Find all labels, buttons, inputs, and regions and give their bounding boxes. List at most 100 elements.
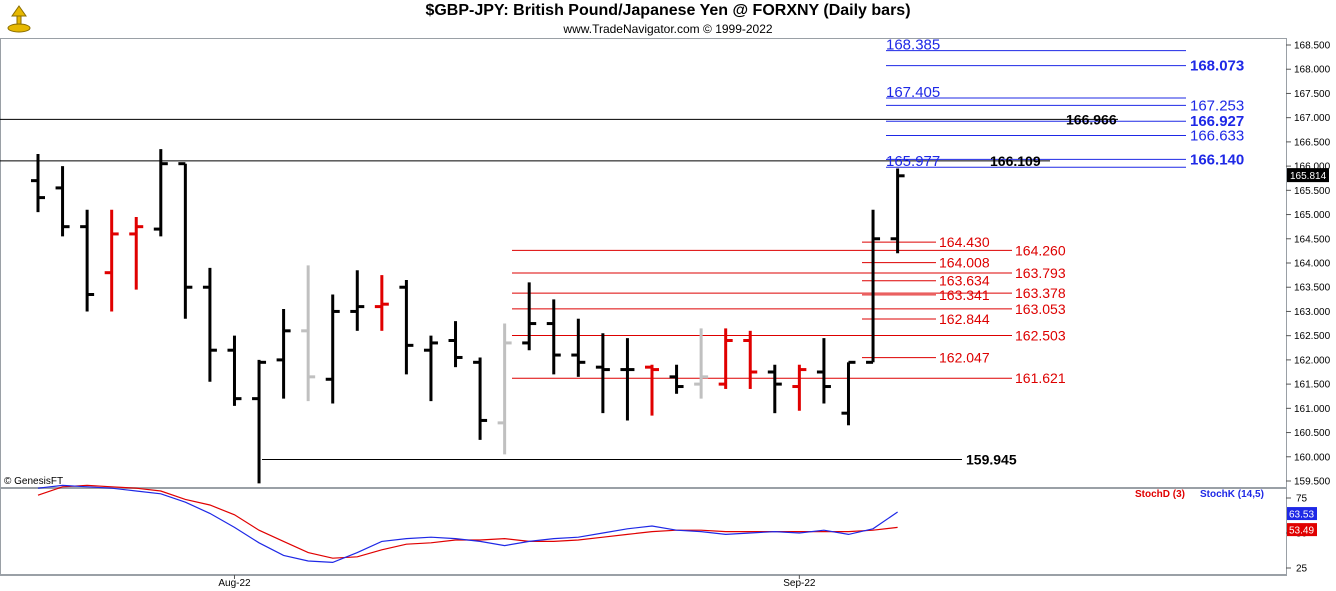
- price-level-label: 163.378: [1015, 285, 1066, 301]
- price-tick-label: 165.000: [1294, 210, 1331, 221]
- price-tick-label: 160.500: [1294, 428, 1331, 439]
- credit-label: © GenesisFT: [4, 476, 63, 487]
- ohlc-bar: [399, 279, 414, 375]
- price-tick-label: 160.000: [1294, 452, 1331, 463]
- price-tick-label: 167.500: [1294, 89, 1331, 100]
- ohlc-bar: [645, 364, 659, 416]
- ohlc-bar: [816, 338, 831, 404]
- ohlc-bar: [153, 149, 168, 237]
- ohlc-bar: [743, 330, 758, 389]
- price-tick-label: 162.500: [1294, 331, 1331, 342]
- stochd-value-label: 53.49: [1289, 526, 1314, 537]
- ohlc-bar: [374, 275, 389, 331]
- price-level-label: 165.977: [886, 153, 940, 170]
- ohlc-bar: [767, 364, 782, 414]
- ohlc-bar: [350, 270, 365, 331]
- ohlc-bar: [325, 294, 340, 404]
- time-tick-label: Aug-22: [218, 578, 251, 589]
- price-tick-label: 167.000: [1294, 113, 1331, 124]
- ohlc-bar: [276, 309, 291, 399]
- ohlc-bar: [890, 168, 905, 254]
- price-level-label: 168.385: [886, 37, 940, 54]
- stochk-value-label: 63.53: [1289, 510, 1314, 521]
- stoch-tick-label: 75: [1296, 494, 1308, 505]
- ohlc-bar: [80, 209, 95, 312]
- price-level-label: 162.844: [939, 311, 990, 327]
- price-level-label: 164.260: [1015, 242, 1066, 258]
- time-axis: Aug-22 Sep-22: [0, 575, 1287, 589]
- chart-header: $GBP-JPY: British Pound/Japanese Yen @ F…: [0, 0, 1336, 38]
- price-tick-label: 159.500: [1294, 477, 1331, 488]
- price-level-label: 166.140: [1190, 151, 1244, 168]
- price-tick-label: 166.000: [1294, 162, 1331, 173]
- price-tick-label: 165.500: [1294, 186, 1331, 197]
- price-panel: 168.385 168.073 167.405 167.253 166.966 166.9…: [0, 37, 1287, 488]
- price-level-label: 163.341: [939, 287, 990, 303]
- price-level-label: 166.109: [990, 153, 1041, 169]
- stoch-line: [37, 484, 898, 564]
- stochastic-panel: StochD (3) StochK (14,5) 255075 63.5353.…: [0, 484, 1317, 575]
- ohlc-bar: [694, 328, 709, 399]
- last-price-label: 165.814: [1290, 171, 1327, 182]
- stochk-value-tag: [1287, 507, 1317, 521]
- price-tick-label: 168.000: [1294, 65, 1331, 76]
- ohlc-bar: [522, 282, 537, 351]
- price-level-label: 167.253: [1190, 97, 1244, 114]
- stochd-legend: StochD (3): [1135, 489, 1185, 500]
- stochk-legend: StochK (14,5): [1200, 489, 1264, 500]
- ohlc-bar: [669, 364, 684, 394]
- ohlc-bar: [227, 335, 242, 406]
- price-axis: 159.500 160.000 160.500 161.000 161.500 162.0…: [1286, 38, 1331, 488]
- price-tick-label: 164.500: [1294, 234, 1331, 245]
- ohlc-bar: [448, 321, 463, 368]
- ohlc-bar: [620, 338, 635, 421]
- ohlc-bar: [104, 209, 119, 312]
- chart-title: $GBP-JPY: British Pound/Japanese Yen @ F…: [425, 2, 911, 19]
- price-level-label: 159.945: [966, 451, 1017, 467]
- price-level-label: 163.053: [1015, 301, 1066, 317]
- tradenavigator-logo-icon: [4, 4, 34, 34]
- ohlc-bar: [571, 318, 586, 377]
- price-level-label: 166.633: [1190, 127, 1244, 144]
- ohlc-bar: [473, 357, 488, 440]
- price-tick-label: 164.000: [1294, 259, 1331, 270]
- stochd-value-tag: [1287, 523, 1317, 537]
- last-price-tag: [1287, 168, 1329, 183]
- price-level-label: 164.430: [939, 234, 990, 250]
- ohlc-bar: [55, 166, 70, 237]
- price-level-label: 167.405: [886, 84, 940, 101]
- ohlc-bar: [546, 299, 561, 375]
- price-tick-label: 161.000: [1294, 404, 1331, 415]
- stochastic-panel-border: [0, 488, 1287, 575]
- ohlc-bar: [423, 335, 438, 402]
- price-tick-label: 162.000: [1294, 355, 1331, 366]
- ohlc-bar: [178, 162, 193, 319]
- price-level-label: 163.793: [1015, 265, 1066, 281]
- ohlc-bar: [129, 216, 144, 290]
- ohlc-bar: [497, 323, 512, 455]
- price-level-label: 168.073: [1190, 58, 1244, 75]
- stoch-tick-label: 25: [1296, 564, 1308, 575]
- price-level-label: 164.008: [939, 255, 990, 271]
- time-tick-label: Sep-22: [783, 578, 816, 589]
- ohlc-bar: [301, 265, 316, 402]
- price-level-label: 163.634: [939, 273, 990, 289]
- ohlc-bar: [252, 359, 267, 484]
- price-level-label: 161.621: [1015, 370, 1066, 386]
- price-tick-label: 168.500: [1294, 41, 1331, 52]
- price-tick-label: 166.500: [1294, 137, 1331, 148]
- ohlc-bar: [31, 154, 45, 213]
- ohlc-bar: [202, 267, 217, 382]
- price-level-label: 166.927: [1190, 113, 1244, 130]
- price-tick-label: 163.500: [1294, 283, 1331, 294]
- ohlc-bar: [595, 333, 610, 414]
- price-tick-label: 161.500: [1294, 380, 1331, 391]
- ohlc-bar: [866, 209, 881, 364]
- ohlc-bar: [792, 364, 807, 411]
- price-level-label: 166.966: [1066, 111, 1117, 127]
- price-tick-label: 163.000: [1294, 307, 1331, 318]
- price-level-label: 162.047: [939, 350, 990, 366]
- ohlc-bar: [841, 360, 856, 426]
- chart-subtitle: www.TradeNavigator.com © 1999-2022: [563, 22, 773, 36]
